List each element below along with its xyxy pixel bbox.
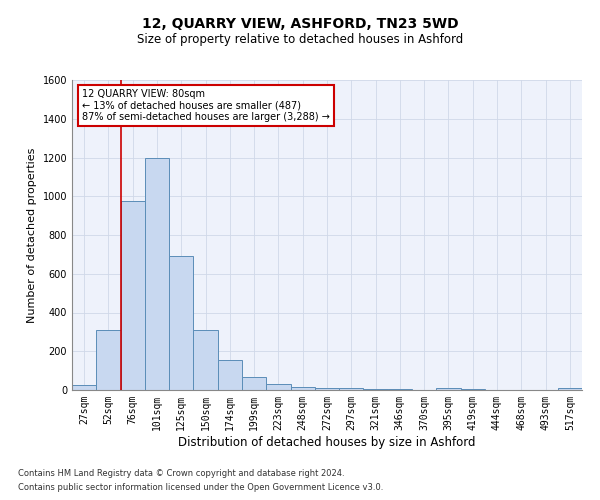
Bar <box>193 330 218 390</box>
Text: Contains public sector information licensed under the Open Government Licence v3: Contains public sector information licen… <box>18 484 383 492</box>
Y-axis label: Number of detached properties: Number of detached properties <box>27 148 37 322</box>
Text: 12 QUARRY VIEW: 80sqm
← 13% of detached houses are smaller (487)
87% of semi-det: 12 QUARRY VIEW: 80sqm ← 13% of detached … <box>82 90 330 122</box>
Bar <box>169 256 193 390</box>
Bar <box>72 385 96 390</box>
Bar <box>145 158 169 390</box>
Bar <box>96 330 121 390</box>
Bar <box>218 360 242 390</box>
Bar <box>558 388 582 390</box>
Text: Size of property relative to detached houses in Ashford: Size of property relative to detached ho… <box>137 32 463 46</box>
Bar <box>364 389 388 390</box>
Bar <box>290 386 315 390</box>
Bar <box>315 388 339 390</box>
Text: 12, QUARRY VIEW, ASHFORD, TN23 5WD: 12, QUARRY VIEW, ASHFORD, TN23 5WD <box>142 18 458 32</box>
Bar <box>242 378 266 390</box>
Bar <box>266 384 290 390</box>
Bar <box>339 388 364 390</box>
Bar <box>436 388 461 390</box>
Bar <box>121 201 145 390</box>
X-axis label: Distribution of detached houses by size in Ashford: Distribution of detached houses by size … <box>178 436 476 448</box>
Text: Contains HM Land Registry data © Crown copyright and database right 2024.: Contains HM Land Registry data © Crown c… <box>18 468 344 477</box>
